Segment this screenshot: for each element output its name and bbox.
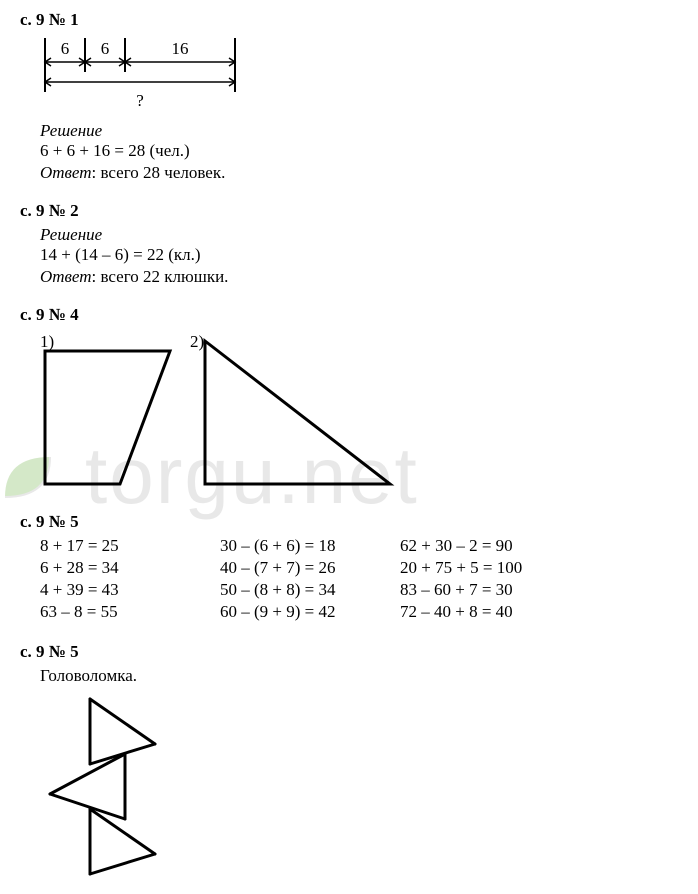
task-1-heading: с. 9 № 1 (20, 10, 688, 30)
shapes-row: 1) 2) (30, 329, 688, 494)
segment-unknown: ? (136, 91, 144, 110)
segment-a: 6 (61, 39, 70, 58)
task-4-heading: с. 9 № 4 (20, 305, 688, 325)
shapes-svg: 1) 2) (30, 329, 430, 489)
eq: 83 – 60 + 7 = 30 (400, 580, 540, 600)
eq: 20 + 75 + 5 = 100 (400, 558, 540, 578)
segment-diagram: 6 6 16 ? (40, 36, 688, 117)
equation-col-2: 30 – (6 + 6) = 18 40 – (7 + 7) = 26 50 –… (220, 536, 360, 624)
eq: 72 – 40 + 8 = 40 (400, 602, 540, 622)
eq: 63 – 8 = 55 (40, 602, 180, 622)
task-1-solution-label: Решение (40, 121, 688, 141)
task-2-equation: 14 + (14 – 6) = 22 (кл.) (40, 245, 688, 265)
equation-col-3: 62 + 30 – 2 = 90 20 + 75 + 5 = 100 83 – … (400, 536, 540, 624)
task-2-answer: Ответ: всего 22 клюшки. (40, 267, 688, 287)
eq: 50 – (8 + 8) = 34 (220, 580, 360, 600)
segment-c: 16 (172, 39, 189, 58)
eq: 40 – (7 + 7) = 26 (220, 558, 360, 578)
eq: 60 – (9 + 9) = 42 (220, 602, 360, 622)
puzzle-svg (40, 694, 190, 879)
task-5b-subtitle: Головоломка. (40, 666, 688, 686)
task-2-solution-label: Решение (40, 225, 688, 245)
page-content: с. 9 № 1 (0, 0, 698, 894)
task-5a-heading: с. 9 № 5 (20, 512, 688, 532)
equation-columns: 8 + 17 = 25 6 + 28 = 34 4 + 39 = 43 63 –… (40, 536, 688, 624)
eq: 62 + 30 – 2 = 90 (400, 536, 540, 556)
eq: 30 – (6 + 6) = 18 (220, 536, 360, 556)
eq: 6 + 28 = 34 (40, 558, 180, 578)
task-2-heading: с. 9 № 2 (20, 201, 688, 221)
quadrilateral-shape (45, 351, 170, 484)
segment-svg: 6 6 16 ? (40, 36, 250, 112)
shape-1-label: 1) (40, 332, 54, 351)
task-1-answer-text: : всего 28 человек. (92, 163, 226, 182)
task-1-answer: Ответ: всего 28 человек. (40, 163, 688, 183)
task-1-answer-label: Ответ (40, 163, 92, 182)
segment-b: 6 (101, 39, 110, 58)
puzzle-diagram (40, 694, 688, 884)
triangle-shape (205, 341, 390, 484)
equation-col-1: 8 + 17 = 25 6 + 28 = 34 4 + 39 = 43 63 –… (40, 536, 180, 624)
eq: 8 + 17 = 25 (40, 536, 180, 556)
task-2-answer-text: : всего 22 клюшки. (92, 267, 229, 286)
task-2-answer-label: Ответ (40, 267, 92, 286)
eq: 4 + 39 = 43 (40, 580, 180, 600)
task-1-equation: 6 + 6 + 16 = 28 (чел.) (40, 141, 688, 161)
task-5b-heading: с. 9 № 5 (20, 642, 688, 662)
shape-2-label: 2) (190, 332, 204, 351)
